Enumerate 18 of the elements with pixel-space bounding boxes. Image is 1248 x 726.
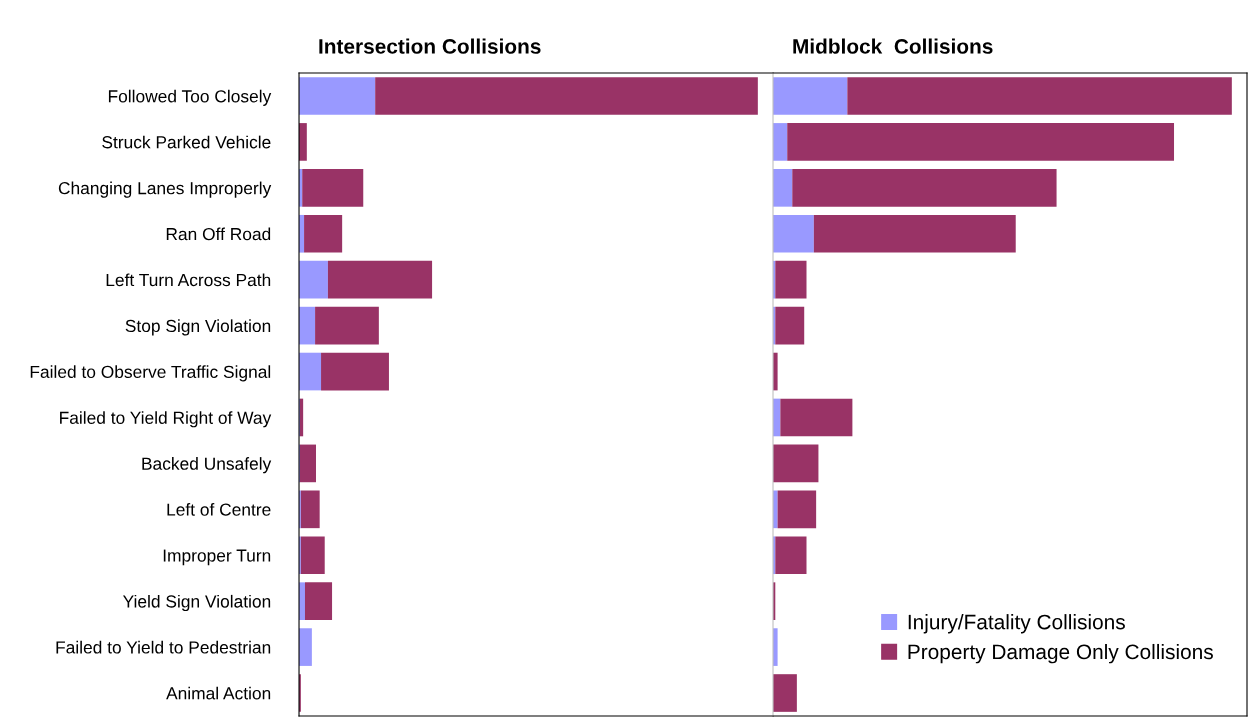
- legend-label: Injury/Fatality Collisions: [908, 614, 1125, 634]
- y-tick-label: Improper Turn: [163, 549, 271, 566]
- legend-label: Property Damage Only Collisions: [908, 643, 1213, 664]
- y-tick-label: Yield Sign Violation: [122, 594, 271, 612]
- y-tick-label: Left of Centre: [167, 503, 271, 516]
- chart-title: Midblock Collisions: [793, 38, 993, 54]
- y-tick-label: Animal Action: [166, 686, 271, 700]
- y-tick-label: Ran Off Road: [166, 227, 271, 241]
- y-tick-label: Failed to Yield to Pedestrian: [56, 640, 271, 654]
- y-tick-label: Stop Sign Violation: [125, 319, 271, 336]
- y-tick-label: Failed to Observe Traffic Signal: [30, 365, 271, 382]
- y-tick-label: Followed Too Closely: [108, 89, 272, 106]
- chart-title: Intersection Collisions: [319, 38, 541, 54]
- y-tick-label: Backed Unsafely: [142, 457, 272, 474]
- y-tick-label: Changing Lanes Improperly: [58, 181, 272, 198]
- y-tick-label: Struck Parked Vehicle: [102, 135, 271, 149]
- y-tick-label: Left Turn Across Path: [106, 273, 271, 287]
- y-tick-label: Failed to Yield Right of Way: [60, 411, 272, 428]
